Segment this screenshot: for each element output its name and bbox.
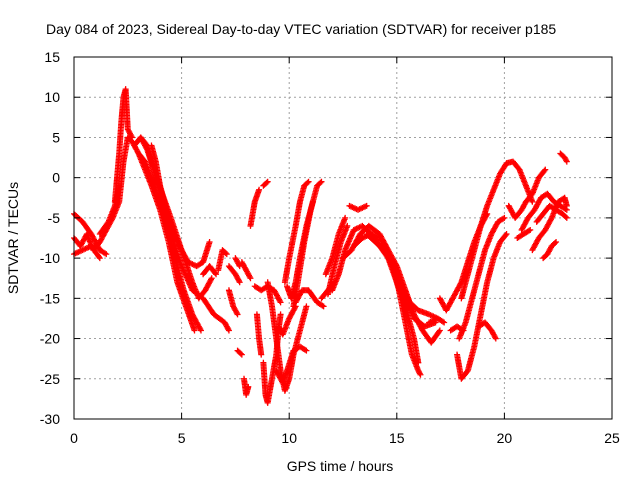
data-track: [148, 142, 213, 270]
data-point: [234, 311, 241, 318]
data-point: [206, 239, 213, 246]
y-tick-label: -5: [48, 210, 61, 226]
data-point: [143, 141, 150, 148]
data-track: [215, 247, 230, 274]
y-tick-label: 0: [52, 170, 60, 186]
data-track: [225, 263, 243, 286]
data-point: [276, 298, 283, 305]
data-track: [241, 375, 252, 398]
data-track: [247, 186, 263, 229]
data-track: [200, 295, 232, 334]
data-point: [96, 255, 103, 262]
data-track: [71, 210, 110, 258]
y-tick-label: -25: [40, 371, 60, 387]
y-tick-label: -30: [40, 411, 60, 427]
x-tick-label: 5: [178, 430, 186, 446]
y-axis-label: SDTVAR / TECUs: [5, 182, 21, 294]
data-point: [238, 351, 245, 358]
y-tick-label: -10: [40, 250, 60, 266]
data-track: [557, 150, 570, 165]
data-track: [260, 178, 271, 189]
data-track: [238, 259, 254, 282]
data-point: [128, 133, 135, 140]
x-tick-label: 0: [70, 430, 78, 446]
x-tick-label: 10: [281, 430, 297, 446]
x-tick-label: 25: [604, 430, 620, 446]
data-track: [253, 311, 265, 358]
data-point: [208, 276, 215, 283]
data-point: [129, 134, 136, 141]
data-point: [277, 299, 284, 306]
y-tick-label: 15: [44, 49, 60, 65]
data-point: [225, 327, 232, 334]
data-point: [213, 271, 220, 278]
data-point: [256, 186, 263, 193]
data-point: [103, 251, 110, 258]
x-tick-label: 20: [497, 430, 513, 446]
data-point: [247, 275, 254, 282]
data-track: [111, 86, 136, 205]
data-point: [236, 279, 243, 286]
y-tick-label: -20: [40, 331, 60, 347]
data-track: [251, 283, 284, 306]
y-tick-label: 10: [44, 89, 60, 105]
data-point: [212, 270, 219, 277]
data-point: [197, 327, 204, 334]
data-track: [135, 150, 198, 334]
data-point: [101, 250, 108, 257]
x-tick-label: 15: [389, 430, 405, 446]
data-points: [71, 86, 570, 406]
data-track: [200, 263, 220, 278]
data-point: [233, 310, 240, 317]
data-point: [197, 326, 204, 333]
chart-title: Day 084 of 2023, Sidereal Day-to-day VTE…: [46, 21, 556, 37]
data-track: [225, 287, 241, 318]
data-point: [235, 277, 242, 284]
data-point: [246, 273, 253, 280]
data-point: [95, 253, 102, 260]
data-point: [245, 383, 252, 390]
data-point: [237, 350, 244, 357]
data-point: [208, 275, 215, 282]
y-tick-label: -15: [40, 290, 60, 306]
data-track: [71, 243, 103, 262]
data-point: [223, 251, 230, 258]
data-point: [225, 326, 232, 333]
data-point: [222, 250, 229, 257]
x-axis-label: GPS time / hours: [287, 458, 394, 474]
data-track: [234, 347, 245, 358]
y-tick-label: 5: [52, 129, 60, 145]
data-track: [346, 202, 370, 213]
data-point: [191, 327, 198, 334]
